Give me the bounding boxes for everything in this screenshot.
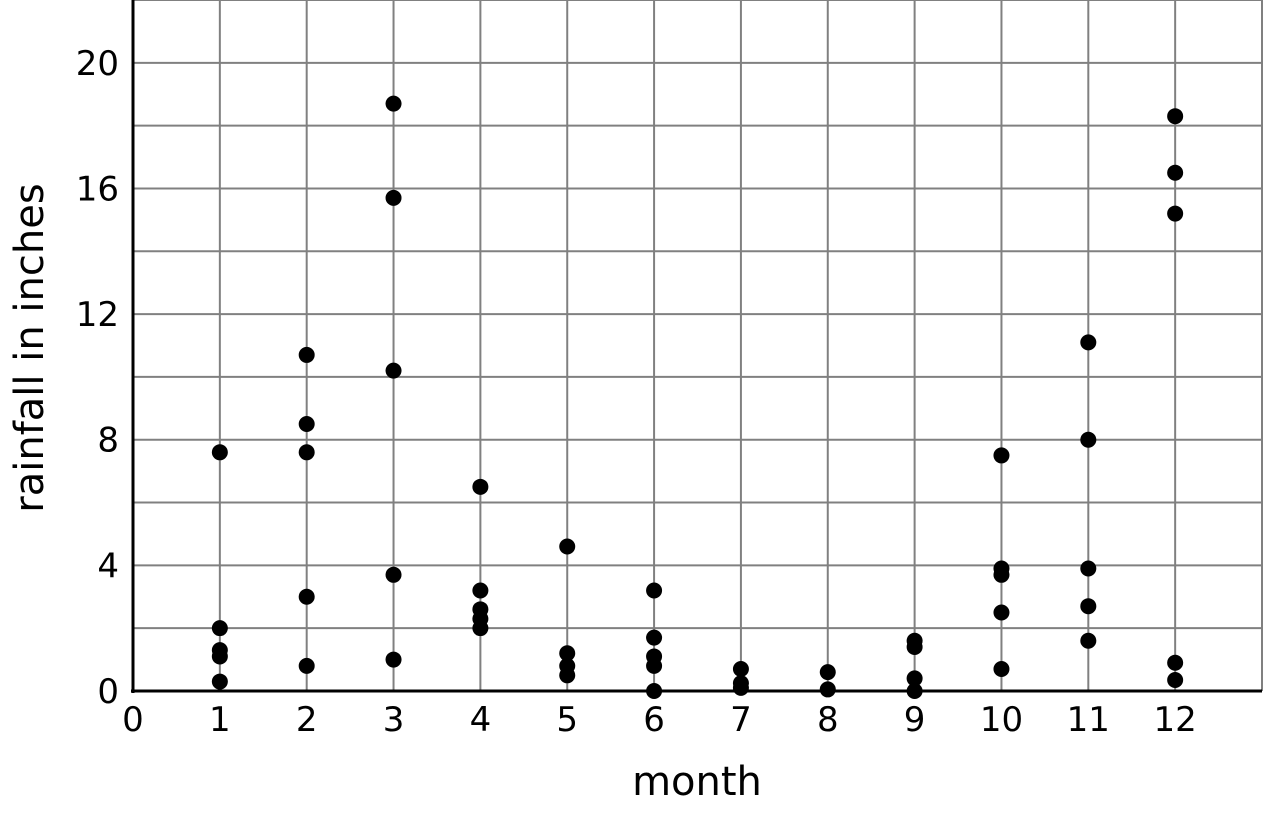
y-tick-label: 16: [76, 169, 119, 209]
data-point: [1080, 334, 1097, 351]
data-point: [819, 664, 836, 681]
data-point: [298, 588, 315, 605]
y-tick-label: 8: [97, 421, 119, 461]
x-tick-label: 6: [643, 700, 665, 740]
x-tick-label: 12: [1154, 700, 1197, 740]
data-point: [732, 661, 749, 678]
data-point: [646, 683, 663, 699]
data-point: [993, 661, 1010, 678]
x-tick-label: 11: [1067, 700, 1110, 740]
data-point: [559, 645, 576, 662]
data-point: [906, 670, 923, 687]
x-tick-label: 9: [904, 700, 926, 740]
y-tick-label: 12: [76, 295, 119, 335]
x-tick-label: 7: [730, 700, 752, 740]
data-point: [1167, 108, 1184, 125]
data-point: [211, 620, 228, 637]
data-point: [385, 189, 402, 206]
data-point: [1167, 654, 1184, 671]
y-tick-label: 20: [76, 44, 119, 84]
data-point: [298, 416, 315, 433]
data-point: [385, 362, 402, 379]
data-point: [385, 566, 402, 583]
data-point: [732, 679, 749, 696]
data-point: [1080, 598, 1097, 615]
x-tick-label: 10: [980, 700, 1023, 740]
data-point: [993, 447, 1010, 464]
data-point: [472, 478, 489, 495]
x-axis-label: month: [632, 759, 762, 805]
data-point: [906, 683, 923, 699]
data-point: [298, 657, 315, 674]
grid: [132, 0, 1263, 692]
data-points: [211, 95, 1184, 699]
x-tick-label: 4: [470, 700, 492, 740]
data-point: [211, 673, 228, 690]
data-point: [646, 582, 663, 599]
y-tick-label: 4: [97, 546, 119, 586]
axes: [131, 0, 1262, 693]
data-point: [819, 681, 836, 698]
data-point: [211, 648, 228, 665]
data-point: [1080, 632, 1097, 649]
data-point: [1167, 164, 1184, 181]
data-point: [993, 604, 1010, 621]
x-tick-label: 3: [383, 700, 405, 740]
x-tick-label: 8: [817, 700, 839, 740]
data-point: [1080, 431, 1097, 448]
data-point: [906, 639, 923, 656]
data-point: [298, 346, 315, 363]
data-point: [385, 95, 402, 112]
data-point: [993, 566, 1010, 583]
data-point: [1080, 560, 1097, 577]
x-tick-label: 1: [209, 700, 231, 740]
y-tick-label: 0: [97, 672, 119, 712]
data-point: [646, 629, 663, 646]
data-point: [211, 444, 228, 461]
x-tick-label: 0: [122, 700, 144, 740]
x-tick-label: 5: [556, 700, 578, 740]
data-point: [472, 620, 489, 637]
data-point: [1167, 205, 1184, 222]
data-point: [559, 667, 576, 684]
data-point: [646, 657, 663, 674]
data-point: [559, 538, 576, 555]
x-tick-label: 2: [296, 700, 318, 740]
data-point: [472, 582, 489, 599]
y-axis-label: rainfall in inches: [7, 183, 53, 512]
data-point: [1167, 672, 1184, 689]
data-point: [385, 651, 402, 668]
data-point: [298, 444, 315, 461]
